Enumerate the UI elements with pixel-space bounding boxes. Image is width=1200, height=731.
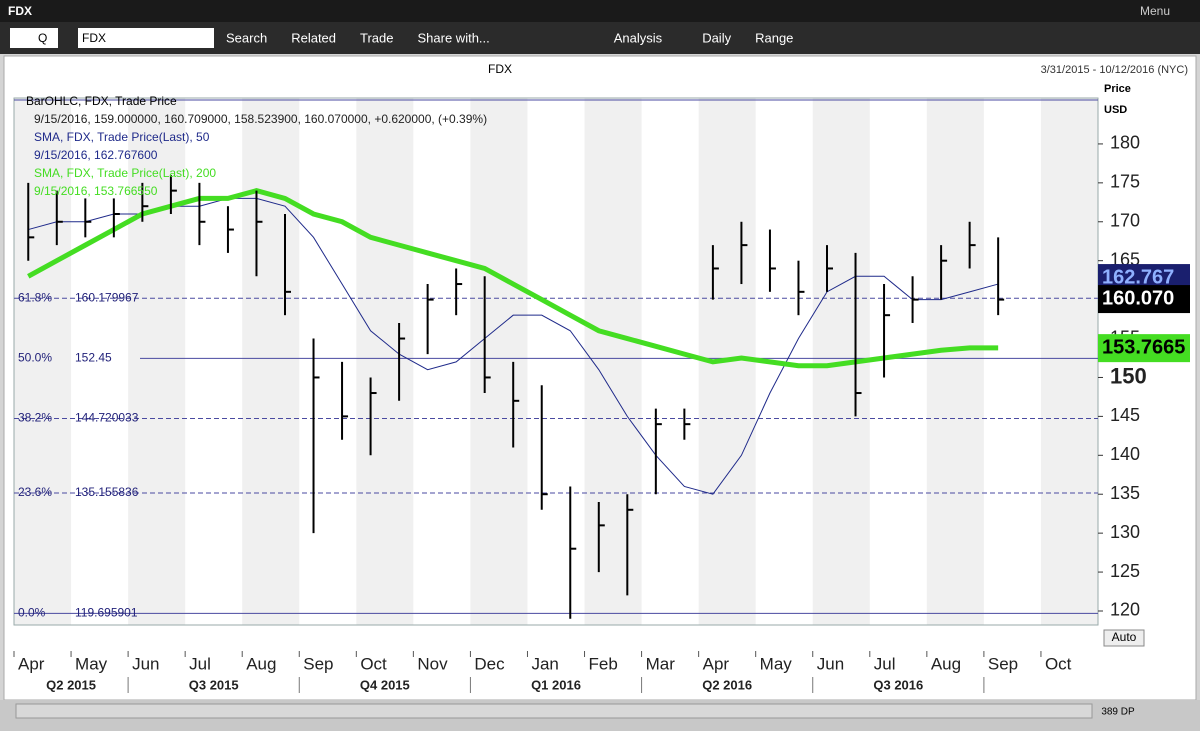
type-box[interactable] [10, 28, 58, 48]
fib-percent: 61.8% [18, 290, 52, 304]
x-tick-label: Dec [474, 654, 505, 673]
y-tick-label: 180 [1110, 133, 1140, 153]
month-band [470, 98, 528, 625]
quarter-label: Q3 2015 [189, 677, 239, 692]
x-tick-label: Aug [246, 654, 276, 673]
auto-label: Auto [1112, 630, 1137, 644]
x-tick-label: Sep [303, 654, 333, 673]
toolbar-button[interactable]: Share with... [418, 30, 490, 45]
y-tick-label: 135 [1110, 483, 1140, 503]
quarter-label: Q2 2016 [702, 677, 752, 692]
x-axis-bg [14, 649, 1098, 695]
fib-percent: 50.0% [18, 351, 52, 365]
y-tick-label: 140 [1110, 444, 1140, 464]
ticker-text: FDX [82, 31, 106, 45]
quarter-label: Q3 2016 [873, 677, 923, 692]
quarter-label: Q4 2015 [360, 677, 410, 692]
x-tick-label: May [760, 654, 793, 673]
x-tick-label: Oct [360, 654, 387, 673]
fib-percent: 38.2% [18, 411, 52, 425]
points-count: 389 DP [1101, 707, 1135, 718]
scroll-thumb[interactable] [15, 703, 1093, 719]
y-axis-unit: USD [1104, 104, 1127, 116]
sma-line [28, 197, 999, 495]
x-tick-label: May [75, 654, 108, 673]
y-tick-label: 130 [1110, 522, 1140, 542]
y-tick-label: 120 [1110, 600, 1140, 620]
fib-value: 144.720033 [75, 411, 139, 425]
month-band [1040, 98, 1098, 625]
y-tick-label: 175 [1110, 172, 1140, 192]
window-title: FDX [8, 4, 32, 18]
month-band [128, 98, 186, 625]
x-tick-label: Sep [988, 654, 1018, 673]
x-tick-label: Apr [18, 654, 45, 673]
legend-entry: BarOHLC, FDX, Trade Price [26, 94, 177, 108]
x-tick-label: Feb [589, 654, 618, 673]
legend-entry: 9/15/2016, 153.766550 [34, 184, 158, 198]
ticker-box[interactable] [78, 28, 214, 48]
fib-percent: 0.0% [18, 606, 46, 620]
x-tick-label: Jun [817, 654, 844, 673]
toolbar-button[interactable]: Daily [702, 30, 731, 45]
fib-value: 160.179967 [75, 290, 139, 304]
y-axis-title: Price [1104, 83, 1131, 95]
month-band [926, 98, 984, 625]
chart-title: FDX [488, 62, 512, 76]
legend-entry: SMA, FDX, Trade Price(Last), 50 [34, 130, 210, 144]
date-range: 3/31/2015 - 10/12/2016 (NYC) [1041, 64, 1188, 76]
auto-button[interactable] [1103, 629, 1145, 647]
month-band [356, 98, 414, 625]
fib-value: 152.45 [75, 351, 112, 365]
fib-value: 135.155836 [75, 485, 139, 499]
toolbar-button[interactable]: Analysis [614, 30, 663, 45]
x-tick-label: Apr [703, 654, 730, 673]
toolbar-button[interactable]: Trade [360, 30, 393, 45]
toolbar-button[interactable]: Range [755, 30, 793, 45]
y-tick-label: 125 [1110, 561, 1140, 581]
month-band [584, 98, 642, 625]
price-tag-label: 162.767 [1102, 266, 1174, 288]
quarter-label: Q2 2015 [46, 677, 96, 692]
price-tag-label: 160.070 [1102, 287, 1174, 309]
y-tick-label: 170 [1110, 211, 1140, 231]
x-tick-label: Aug [931, 654, 961, 673]
type-box-text: Q [38, 31, 47, 45]
month-band [242, 98, 300, 625]
y-tick-label: 150 [1110, 363, 1147, 388]
quarter-label: Q1 2016 [531, 677, 581, 692]
x-tick-label: Mar [646, 654, 676, 673]
fib-value: 119.695901 [75, 606, 138, 620]
toolbar-button[interactable]: Related [291, 30, 336, 45]
y-tick-label: 145 [1110, 405, 1140, 425]
x-tick-label: Jan [531, 654, 558, 673]
price-tag [1098, 285, 1190, 314]
price-tag [1098, 334, 1190, 363]
toolbar-button[interactable]: Search [226, 30, 267, 45]
fib-percent: 23.6% [18, 485, 52, 499]
title-bar [0, 0, 1200, 22]
x-tick-label: Jun [132, 654, 159, 673]
x-tick-label: Oct [1045, 654, 1072, 673]
sma-line [27, 188, 999, 369]
x-tick-label: Jul [189, 654, 211, 673]
menu[interactable]: Menu [1140, 4, 1170, 18]
legend-entry: 9/15/2016, 159.000000, 160.709000, 158.5… [34, 112, 487, 126]
price-tag-label: 153.7665 [1102, 336, 1185, 358]
month-band [14, 98, 72, 625]
legend-entry: SMA, FDX, Trade Price(Last), 200 [34, 166, 216, 180]
x-tick-label: Jul [874, 654, 896, 673]
legend-entry: 9/15/2016, 162.767600 [34, 148, 158, 162]
x-tick-label: Nov [417, 654, 448, 673]
